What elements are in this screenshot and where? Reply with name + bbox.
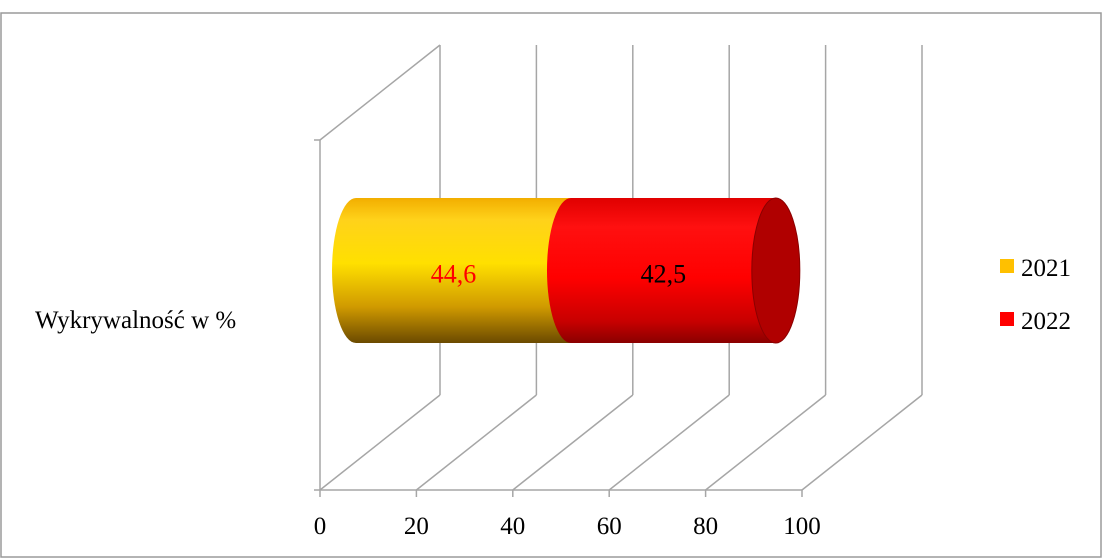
legend-label-2022: 2022	[1021, 308, 1071, 335]
x-tick-label: 100	[783, 513, 821, 540]
x-tick-label: 60	[597, 513, 622, 540]
bar-2022	[546, 198, 800, 343]
legend-swatch-2022	[1000, 312, 1014, 326]
legend-label-2021: 2021	[1021, 255, 1071, 282]
x-tick-label: 80	[693, 513, 718, 540]
x-tick-label: 0	[314, 513, 327, 540]
data-label-2021: 44,6	[431, 260, 477, 289]
x-axis-ticks: 0 20 40 60 80 100	[314, 513, 821, 540]
bar-end-cap	[751, 197, 801, 344]
left-wall-top-edge	[319, 44, 441, 141]
gridline-floor-0	[319, 394, 441, 491]
legend: 2021 2022	[1000, 255, 1071, 335]
data-label-2022: 42,5	[641, 260, 687, 289]
bar-2021	[332, 198, 595, 343]
gridline-floor-20	[415, 394, 537, 491]
legend-swatch-2021	[1000, 259, 1014, 273]
gridline-floor-80	[705, 394, 827, 491]
x-tick-label: 20	[404, 513, 429, 540]
x-tick-label: 40	[500, 513, 525, 540]
category-label: Wykrywalność w %	[35, 307, 236, 334]
gridline-floor-40	[512, 394, 634, 491]
bars: 44,6 42,5	[332, 197, 801, 344]
gridline-floor-100	[801, 394, 923, 491]
gridline-floor-60	[608, 394, 730, 491]
